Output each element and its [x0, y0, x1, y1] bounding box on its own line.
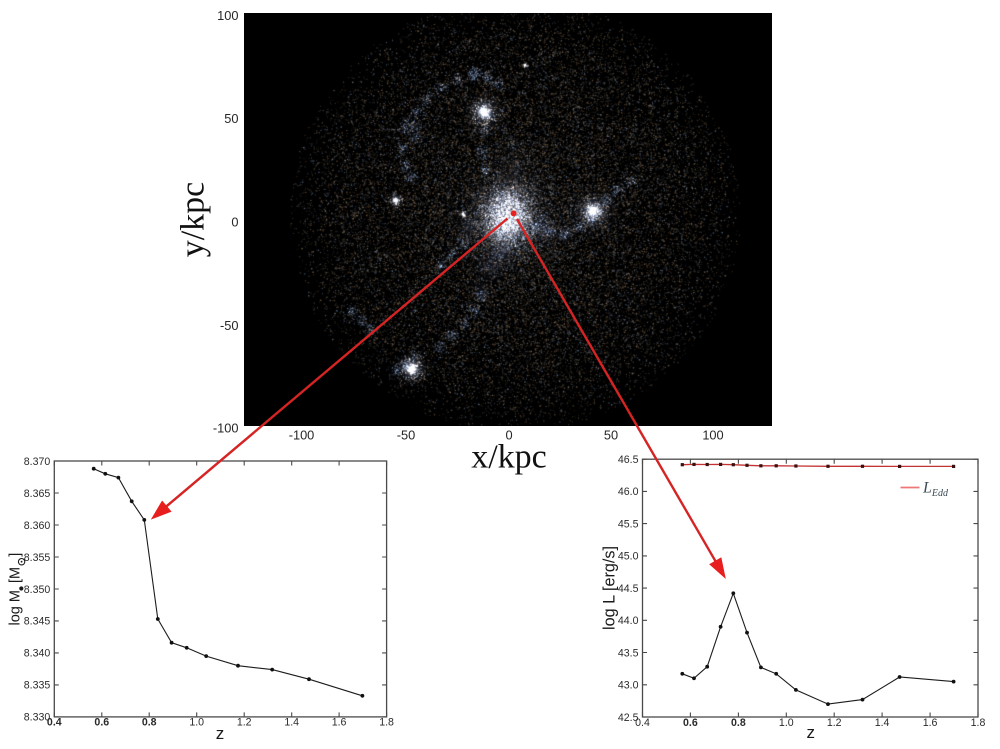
svg-text:8.345: 8.345	[24, 616, 51, 628]
svg-text:8.335: 8.335	[24, 680, 51, 692]
svg-text:1.0: 1.0	[189, 716, 204, 728]
svg-text:[M: [M	[8, 567, 24, 583]
svg-text:100: 100	[702, 428, 723, 443]
svg-text:8.360: 8.360	[24, 520, 51, 532]
svg-text:1.6: 1.6	[332, 716, 347, 728]
svg-text:45.0: 45.0	[618, 551, 639, 563]
svg-text:8.370: 8.370	[24, 456, 51, 468]
svg-text:log M: log M	[8, 590, 24, 625]
svg-text:1.2: 1.2	[827, 717, 842, 729]
svg-text:0.6: 0.6	[683, 717, 698, 729]
svg-text:42.5: 42.5	[618, 712, 639, 724]
svg-text:50: 50	[604, 428, 618, 443]
svg-text:8.365: 8.365	[24, 488, 51, 500]
svg-text:1.8: 1.8	[379, 716, 394, 728]
svg-text:0: 0	[505, 428, 512, 443]
svg-text:1.6: 1.6	[923, 717, 938, 729]
svg-text:z: z	[807, 723, 816, 742]
svg-text:1.4: 1.4	[284, 716, 299, 728]
svg-text:0.4: 0.4	[635, 717, 650, 729]
svg-text:1.0: 1.0	[779, 717, 794, 729]
svg-text:8.330: 8.330	[24, 712, 51, 724]
svg-text:0.8: 0.8	[731, 717, 746, 729]
svg-text:1.4: 1.4	[875, 717, 890, 729]
svg-text:-50: -50	[397, 428, 416, 443]
svg-text:1.8: 1.8	[971, 717, 986, 729]
svg-text:43.0: 43.0	[618, 680, 639, 692]
svg-text:log L [erg/s]: log L [erg/s]	[601, 546, 619, 630]
svg-text:8.355: 8.355	[24, 552, 51, 564]
svg-text:43.5: 43.5	[618, 647, 639, 659]
svg-text:LEdd: LEdd	[922, 480, 949, 500]
svg-text:z: z	[216, 724, 225, 743]
svg-text:0.8: 0.8	[142, 716, 157, 728]
svg-text:0: 0	[231, 214, 238, 229]
svg-text:0.4: 0.4	[47, 716, 62, 728]
svg-text:46.0: 46.0	[618, 486, 639, 498]
svg-text:8.350: 8.350	[24, 584, 51, 596]
svg-text:100: 100	[217, 8, 238, 23]
svg-text:y/kpc: y/kpc	[175, 182, 212, 258]
svg-text:46.5: 46.5	[618, 454, 639, 466]
svg-text:1.2: 1.2	[237, 716, 252, 728]
svg-text:x/kpc: x/kpc	[471, 439, 547, 476]
svg-text:44.5: 44.5	[618, 583, 639, 595]
svg-text:50: 50	[224, 111, 238, 126]
svg-text:45.5: 45.5	[618, 518, 639, 530]
svg-text:8.340: 8.340	[24, 648, 51, 660]
svg-text:-100: -100	[289, 428, 315, 443]
svg-text:0.6: 0.6	[94, 716, 109, 728]
svg-text:-100: -100	[213, 420, 239, 435]
svg-text:-50: -50	[220, 318, 239, 333]
svg-text:44.0: 44.0	[618, 615, 639, 627]
svg-text:]: ]	[8, 553, 24, 557]
